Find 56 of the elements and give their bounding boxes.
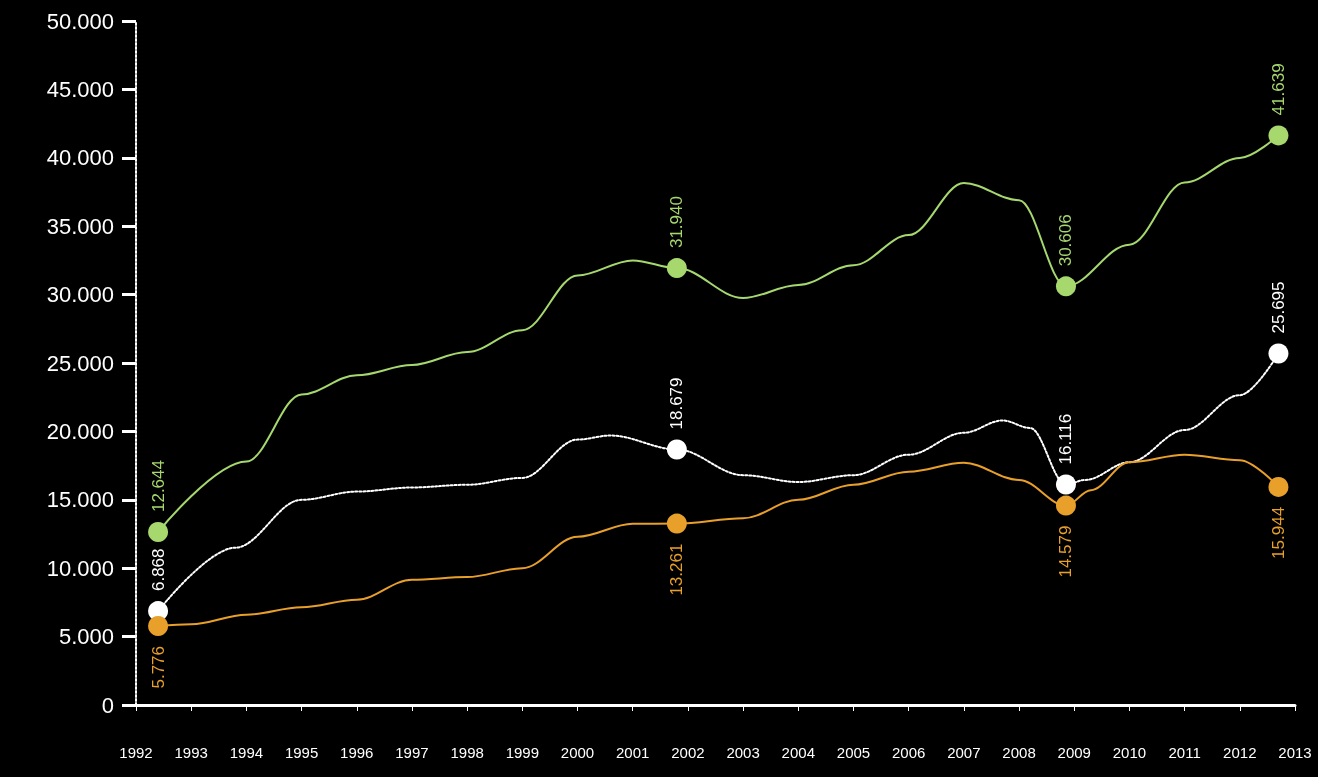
data-label: 6.868	[148, 548, 168, 592]
x-tick-label: 2000	[560, 744, 595, 761]
x-tick-label: 2003	[726, 744, 760, 761]
data-label: 16.116	[1056, 413, 1076, 465]
data-label: 13.261	[667, 543, 687, 596]
x-tick-label: 1996	[340, 744, 374, 761]
y-tick-label: 5.000	[58, 624, 114, 650]
data-label: 12.644	[148, 460, 168, 513]
y-tick-label: 35.000	[46, 213, 114, 239]
data-label: 25.695	[1268, 281, 1288, 334]
data-label: 5.776	[148, 645, 168, 689]
y-tick-label: 10.000	[46, 555, 114, 581]
x-tick-label: 1998	[450, 744, 484, 761]
data-label: 30.606	[1056, 214, 1076, 267]
x-tick-label: 2002	[671, 744, 705, 761]
y-tick-label: 15.000	[46, 487, 114, 513]
x-tick-label: 2004	[781, 744, 815, 761]
x-tick-label: 1993	[174, 744, 208, 761]
point	[666, 513, 687, 534]
point	[148, 615, 169, 636]
x-tick-label: 2013	[1278, 744, 1312, 761]
point	[1268, 343, 1289, 364]
point	[148, 522, 169, 543]
y-tick-label: 0	[101, 692, 114, 718]
point	[1055, 495, 1076, 516]
x-tick-label: 1995	[284, 744, 319, 761]
x-tick-label: 1994	[229, 744, 264, 761]
x-tick-label: 2011	[1168, 744, 1201, 761]
data-label: 14.579	[1056, 525, 1076, 578]
y-tick-label: 40.000	[46, 145, 114, 171]
y-tick-label: 25.000	[46, 350, 114, 376]
x-tick-label: 2005	[836, 744, 871, 761]
data-label: 18.679	[667, 377, 687, 430]
point	[666, 439, 687, 460]
x-tick-label: 1992	[119, 744, 153, 761]
x-tick-label: 2009	[1057, 744, 1091, 761]
point	[1055, 276, 1076, 297]
x-tick-label: 1999	[505, 744, 540, 761]
y-tick-label: 45.000	[46, 76, 114, 102]
x-tick-label: 2010	[1112, 744, 1147, 761]
x-tick-label: 2006	[891, 744, 926, 761]
data-label: 15.944	[1268, 506, 1288, 559]
x-tick-label: 1997	[395, 744, 429, 761]
point	[1268, 476, 1289, 497]
point	[1268, 125, 1289, 146]
x-tick-label: 2007	[947, 744, 981, 761]
data-label: 31.940	[667, 196, 687, 249]
y-tick-label: 30.000	[46, 282, 114, 308]
data-label: 41.639	[1268, 63, 1288, 116]
x-tick-label: 2012	[1223, 744, 1257, 761]
point	[1055, 474, 1076, 495]
point	[666, 258, 687, 279]
x-tick-label: 2008	[1002, 744, 1036, 761]
y-tick-label: 50.000	[46, 8, 114, 34]
x-tick-label: 2001	[616, 744, 650, 761]
y-tick-label: 20.000	[46, 418, 114, 444]
